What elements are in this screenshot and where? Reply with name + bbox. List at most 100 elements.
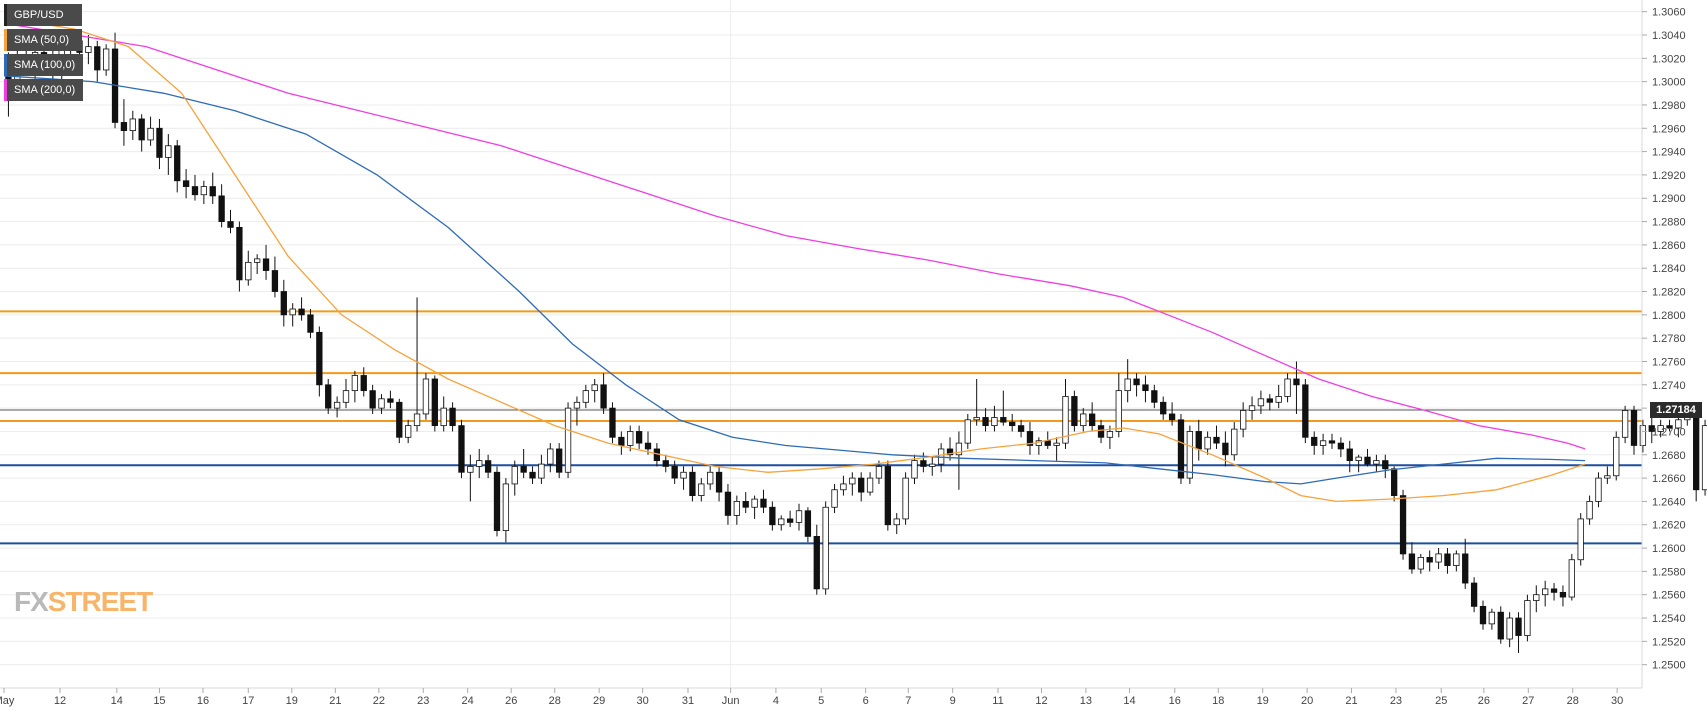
candle-bullish [911,460,918,479]
candle-bullish [991,417,998,427]
y-tick-label: 1.2800 [1652,310,1686,322]
x-tick-label: 19 [1257,695,1269,707]
x-tick-label: 20 [1301,695,1313,707]
legend-swatch-pair [4,4,7,26]
legend-label-sma100: SMA (100,0) [14,59,76,71]
candle-bullish [1240,410,1247,430]
candle-bullish [1542,588,1549,596]
candle-bearish [191,186,199,196]
candle-bearish [218,195,225,222]
x-tick-label: 11 [992,695,1003,707]
candle-bearish [1302,384,1309,438]
candle-bullish [1248,405,1256,411]
x-tick-label: 9 [950,695,956,707]
legend-item-sma50: SMA (50,0) [4,29,82,51]
candle-bullish [165,145,172,158]
y-tick-label: 1.2680 [1652,450,1686,462]
candle-bearish [307,314,314,333]
candle-bullish [342,390,350,403]
candle-bullish [680,471,687,479]
y-tick-label: 1.2760 [1652,356,1686,368]
y-tick-label: 1.2900 [1652,193,1686,205]
y-tick-label: 1.2920 [1652,170,1686,182]
y-tick-label: 1.2840 [1652,263,1686,275]
candle-bearish [1195,431,1202,450]
legend-item-sma200: SMA (200,0) [4,79,84,101]
candle-bullish [1062,396,1069,444]
candle-bullish [1621,410,1629,438]
candle-bullish [1524,600,1531,636]
candle-bullish [405,425,412,438]
x-tick-label: 14 [111,695,123,707]
candle-bullish [351,375,359,392]
candle-bearish [325,384,332,409]
candle-bullish [840,483,847,491]
candle-bullish [289,308,296,316]
candle-bearish [884,466,891,526]
x-tick-label: 29 [593,695,605,707]
candle-bearish [1142,384,1149,392]
x-tick-label: 30 [1611,695,1623,707]
candle-bullish [822,506,829,590]
logo-street: STREET [47,586,153,617]
y-tick-label: 1.2740 [1652,380,1686,392]
candle-bearish [1168,413,1176,421]
candle-bearish [786,518,794,523]
candle-bullish [1257,398,1265,407]
candle-bearish [280,291,287,316]
candle-bearish [804,510,812,537]
x-tick-label: 5 [818,695,824,707]
candle-bullish [440,407,447,427]
legend-swatch-sma100 [4,54,7,76]
candle-bearish [529,471,536,479]
legend: GBP/USD SMA (50,0) SMA (100,0) SMA (200,… [4,4,84,104]
candle-bearish [1630,410,1638,446]
candle-bullish [1231,428,1238,456]
candle-bearish [1337,442,1345,450]
candle-bearish [271,270,279,292]
candle-bearish [1479,605,1487,625]
candle-bearish [1515,617,1522,636]
candle-bearish [1346,448,1353,462]
candle-bullish [1533,594,1540,601]
candle-bearish [1408,553,1416,570]
x-tick-label: 12 [1035,695,1047,707]
candle-bearish [156,127,163,158]
candle-bearish [1470,582,1478,607]
grid-lines [0,0,1642,688]
candle-bearish [209,186,216,197]
candle-bullish [1319,440,1327,446]
candle-bearish [396,401,403,438]
candle-bullish [627,431,634,446]
candle-bearish [724,491,732,516]
candle-bearish [174,145,181,182]
y-tick-label: 1.2620 [1652,520,1686,532]
legend-item-pair: GBP/USD [4,4,82,26]
candle-bullish [1080,413,1087,427]
x-axis-ticks: May 12 14 15 16 17 19 21 22 23 24 26 28 29 30 31 Jun 4 5 6 7… [0,688,1623,707]
candle-bearish [1462,553,1469,584]
candle-bullish [129,118,136,132]
legend-label-sma50: SMA (50,0) [14,34,70,46]
candle-bearish [458,425,465,473]
candle-bearish [671,466,678,479]
candle-bullish [547,448,554,465]
candle-bullish [511,466,518,485]
y-tick-label: 1.2520 [1652,636,1686,648]
x-tick-label: 16 [1169,695,1181,707]
candle-bearish [1017,425,1025,432]
x-tick-label: May [0,695,15,707]
candle-bearish [138,118,145,141]
x-tick-label: 30 [637,695,649,707]
candle-bullish [245,261,252,281]
candle-bullish [538,463,545,479]
candle-bullish [902,477,909,520]
candle-bearish [1364,456,1371,465]
y-tick-label: 1.2580 [1652,566,1686,578]
x-tick-label: 24 [462,695,474,707]
y-axis-ticks: 1.2500 1.2520 1.2540 1.2560 1.2580 1.2600 1.26… [1642,7,1686,672]
y-tick-label: 1.3060 [1652,7,1686,19]
x-tick-label: 26 [1478,695,1490,707]
candle-bearish [227,221,234,228]
